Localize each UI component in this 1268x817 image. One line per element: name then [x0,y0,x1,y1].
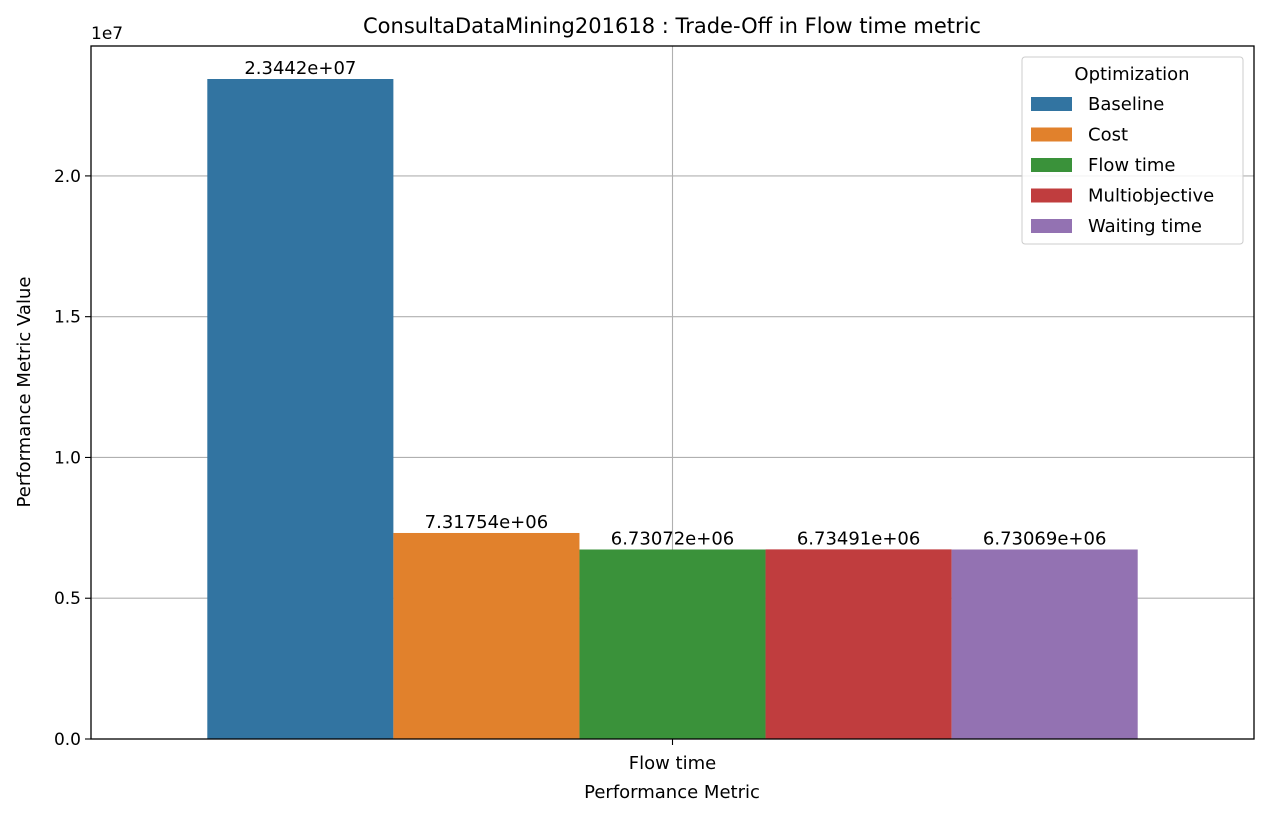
bar-value-label: 6.73072e+06 [611,528,735,549]
legend-entry-label: Multiobjective [1088,186,1214,207]
bar-multiobjective [765,549,952,739]
bar-value-label: 6.73069e+06 [983,529,1107,550]
bar-waiting-time [951,549,1138,739]
legend-frame [1021,56,1244,245]
legend: Optimization Baseline Cost Flow time Multio… [1021,56,1244,245]
y-axis-label: Performance Metric Value [14,277,35,508]
bar-value-label: 6.73491e+06 [797,528,921,549]
chart-title: ConsultaDataMining201618 : Trade-Off in … [363,14,981,38]
legend-swatch [1031,158,1072,172]
legend-entry-label: Cost [1088,125,1128,146]
bar-flow-time [579,549,766,739]
bar-baseline [207,79,394,739]
y-axis: 0.0 0.5 1.0 1.5 2.0 [54,167,91,750]
bars [207,79,1138,739]
legend-swatch [1031,219,1072,233]
y-tick-label: 2.0 [54,167,81,187]
legend-entry-label: Waiting time [1088,216,1202,237]
y-axis-scale-note: 1e7 [91,24,123,44]
legend-swatch [1031,127,1072,142]
legend-entry-label: Baseline [1088,94,1164,115]
y-tick-label: 1.5 [54,308,81,328]
legend-entry-label: Flow time [1088,155,1175,176]
legend-title: Optimization [1074,64,1189,85]
bar-value-label: 7.31754e+06 [425,512,549,533]
y-tick-label: 0.5 [54,589,81,609]
bar-value-label: 2.3442e+07 [244,58,356,79]
bar-cost [393,532,580,739]
y-tick-label: 1.0 [54,448,81,468]
legend-swatch [1031,97,1072,111]
legend-swatch [1031,188,1072,203]
y-tick-label: 0.0 [54,730,81,750]
x-axis-label: Performance Metric [584,782,760,803]
x-axis: Flow time [629,739,716,774]
bar-value-labels: 2.3442e+07 7.31754e+06 6.73072e+06 6.73491e… [244,58,1106,550]
x-tick-label: Flow time [629,753,716,774]
